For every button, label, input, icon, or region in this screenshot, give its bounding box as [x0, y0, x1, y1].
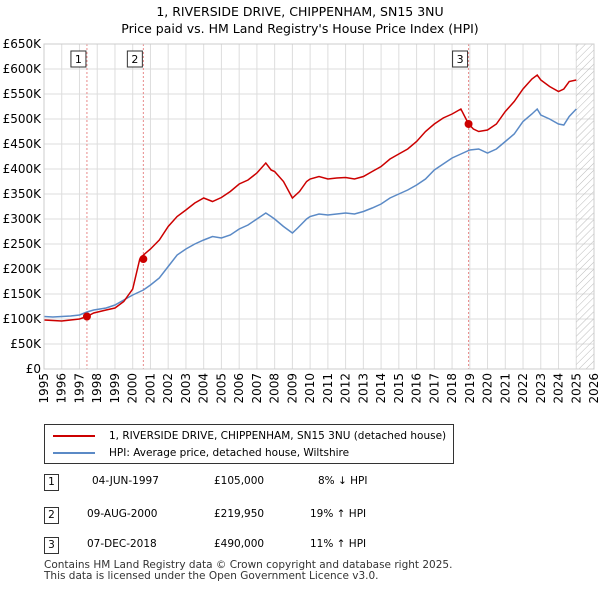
x-tick-label: 1996	[55, 373, 69, 404]
x-tick-label: 1998	[90, 373, 104, 404]
transaction-hpi: 19% ↑ HPI	[310, 508, 367, 520]
title-line-2: Price paid vs. HM Land Registry's House …	[121, 21, 479, 36]
x-tick-label: 2007	[250, 373, 264, 404]
x-tick-label: 2009	[285, 373, 299, 404]
legend-swatch-property	[53, 435, 95, 437]
legend-swatch-hpi	[53, 452, 95, 454]
x-tick-label: 2024	[552, 373, 566, 404]
transaction-price: £219,950	[214, 508, 265, 520]
transaction-date: 09-AUG-2000	[87, 508, 158, 520]
price-chart: 1 2 3 £0 £50K £100K £150K £200K £250K £300K £350K…	[3, 37, 600, 404]
sale-point	[139, 255, 148, 264]
x-tick-label: 2006	[232, 373, 246, 404]
y-tick-label: £350K	[3, 187, 43, 201]
y-tick-label: £500K	[3, 112, 43, 126]
sale-label-box	[452, 50, 469, 68]
transaction-price: £105,000	[214, 475, 265, 487]
x-tick-label: 2002	[161, 373, 175, 404]
transaction-date: 07-DEC-2018	[87, 538, 157, 550]
y-tick-label: £300K	[3, 212, 43, 226]
title-line-1: 1, RIVERSIDE DRIVE, CHIPPENHAM, SN15 3NU	[156, 4, 444, 19]
legend-item-hpi: HPI: Average price, detached house, Wilt…	[53, 445, 349, 461]
footer-copyright: Contains HM Land Registry data © Crown c…	[44, 559, 453, 571]
grid	[43, 43, 595, 370]
x-tick-label: 2023	[534, 373, 548, 404]
x-tick-label: 2004	[197, 373, 211, 404]
x-tick-label: 2015	[392, 373, 406, 404]
y-tick-label: £650K	[3, 37, 43, 51]
x-tick-label: 2021	[498, 373, 512, 404]
sale-label-box	[126, 50, 143, 68]
footer-licence: This data is licensed under the Open Gov…	[44, 570, 379, 582]
transaction-number: 2	[44, 507, 59, 524]
x-tick-label: 2025	[569, 373, 583, 404]
x-tick-label: 2000	[126, 373, 140, 404]
y-axis-ticks: £0 £50K £100K £150K £200K £250K £300K £350K £400…	[3, 37, 43, 376]
sale-label-text: 3	[457, 53, 464, 66]
y-tick-label: £550K	[3, 87, 43, 101]
x-axis-ticks: 1995 1996 1997 1998 1999 2000 2001 2002 2003 2004…	[37, 373, 600, 404]
x-tick-label: 2018	[445, 373, 459, 404]
y-tick-label: £150K	[3, 287, 43, 301]
x-tick-label: 2019	[463, 373, 477, 404]
x-tick-label: 1997	[72, 373, 86, 404]
y-tick-label: £50K	[10, 337, 42, 351]
y-tick-label: £0	[26, 362, 41, 376]
legend-label-property: 1, RIVERSIDE DRIVE, CHIPPENHAM, SN15 3NU…	[109, 430, 447, 442]
y-tick-label: £400K	[3, 162, 43, 176]
sale-label-text: 2	[131, 53, 138, 66]
chart-title: 1, RIVERSIDE DRIVE, CHIPPENHAM, SN15 3NU…	[0, 3, 600, 37]
x-tick-label: 2003	[179, 373, 193, 404]
y-tick-label: £250K	[3, 237, 43, 251]
sale-point	[82, 312, 91, 321]
x-tick-label: 2026	[587, 373, 600, 404]
x-tick-label: 1995	[37, 373, 51, 404]
x-tick-label: 2008	[268, 373, 282, 404]
x-tick-label: 1999	[108, 373, 122, 404]
footer: Contains HM Land Registry data © Crown c…	[44, 560, 452, 582]
y-tick-label: £600K	[3, 62, 43, 76]
transaction-date: 04-JUN-1997	[92, 475, 159, 487]
sale-point	[464, 120, 473, 128]
y-tick-label: £100K	[3, 312, 43, 326]
sale-label-text: 1	[75, 53, 82, 66]
sale-label-boxes: 1 2 3	[70, 50, 469, 68]
x-tick-label: 2016	[410, 373, 424, 404]
y-tick-label: £450K	[3, 137, 43, 151]
future-hatch-region	[576, 44, 594, 369]
transaction-number: 1	[44, 474, 59, 491]
sale-points	[82, 120, 473, 321]
legend-label-hpi: HPI: Average price, detached house, Wilt…	[109, 447, 350, 459]
transaction-hpi: 11% ↑ HPI	[310, 538, 367, 550]
x-tick-label: 2022	[516, 373, 530, 404]
y-tick-label: £200K	[3, 262, 43, 276]
x-tick-label: 2014	[374, 373, 388, 404]
legend: 1, RIVERSIDE DRIVE, CHIPPENHAM, SN15 3NU…	[44, 424, 454, 464]
transaction-price: £490,000	[214, 538, 265, 550]
plot-area	[44, 44, 594, 369]
x-tick-label: 2010	[303, 373, 317, 404]
x-tick-label: 2005	[214, 373, 228, 404]
sale-label-box	[70, 50, 87, 68]
x-tick-label: 2012	[339, 373, 353, 404]
plot-frame	[43, 43, 595, 370]
x-tick-label: 2011	[321, 373, 335, 404]
x-tick-label: 2020	[481, 373, 495, 404]
x-tick-label: 2001	[143, 373, 157, 404]
transaction-hpi: 8% ↓ HPI	[318, 475, 368, 487]
hpi-series-line	[43, 107, 577, 318]
x-tick-label: 2017	[427, 373, 441, 404]
transaction-number: 3	[44, 537, 59, 554]
legend-item-property: 1, RIVERSIDE DRIVE, CHIPPENHAM, SN15 3NU…	[53, 428, 446, 444]
x-tick-label: 2013	[356, 373, 370, 404]
